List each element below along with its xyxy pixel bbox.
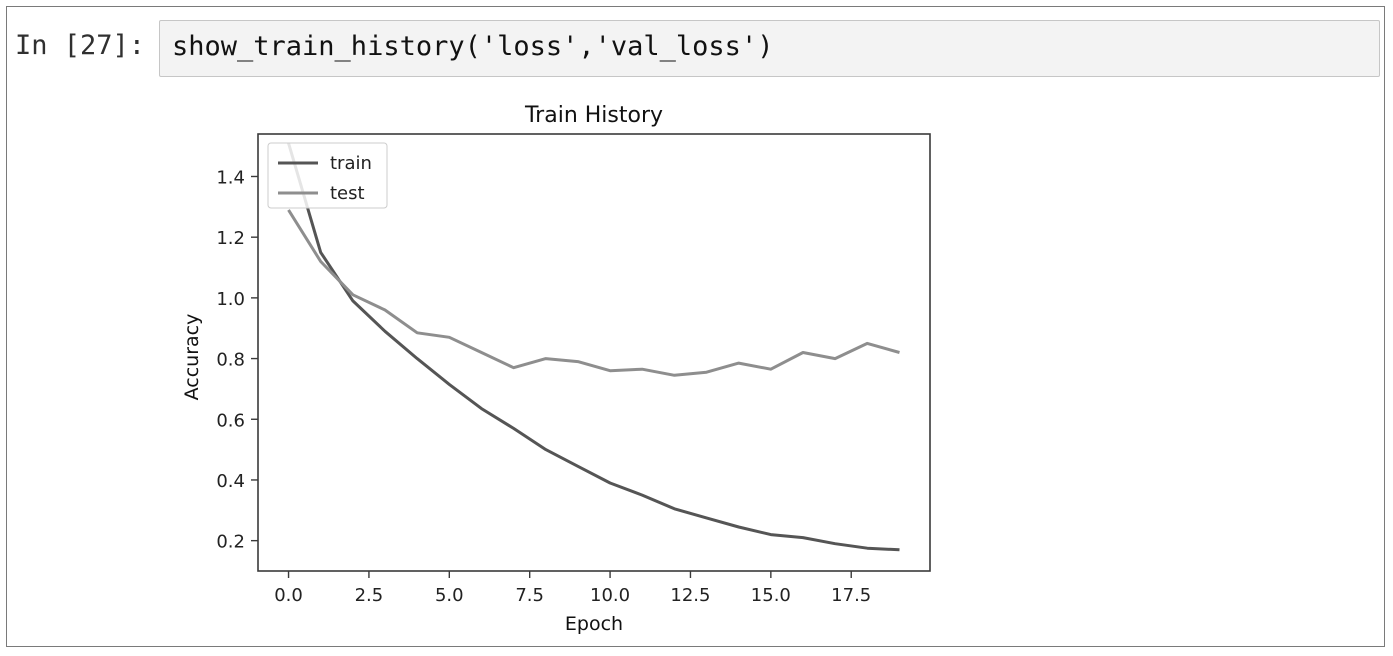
series-lines bbox=[287, 142, 900, 552]
y-tick-label: 1.2 bbox=[216, 228, 245, 249]
y-tick-label: 0.2 bbox=[216, 532, 245, 553]
x-axis-label: Epoch bbox=[565, 613, 623, 635]
x-tick-label: 17.5 bbox=[831, 585, 871, 606]
x-tick-label: 15.0 bbox=[751, 585, 791, 606]
y-tick-label: 0.6 bbox=[216, 410, 245, 431]
x-tick-label: 7.5 bbox=[515, 585, 544, 606]
input-prompt: In [27]: bbox=[15, 30, 146, 61]
y-axis-ticks: 0.2 0.4 0.6 0.8 1.0 1.2 1.4 bbox=[216, 167, 258, 553]
y-tick-label: 1.0 bbox=[216, 289, 245, 310]
series-line-train bbox=[287, 142, 900, 552]
legend: train test bbox=[267, 142, 388, 209]
cell-output: 0.0 2.5 5.0 7.5 10.0 12.5 15.0 17.5 0.2 0.4 0.6 0.… bbox=[170, 95, 950, 645]
y-tick-label: 0.4 bbox=[216, 471, 245, 492]
x-tick-label: 10.0 bbox=[590, 585, 630, 606]
chart-title: Train History bbox=[524, 103, 663, 128]
y-tick-label: 0.8 bbox=[216, 350, 245, 371]
x-tick-label: 12.5 bbox=[670, 585, 710, 606]
x-axis-ticks: 0.0 2.5 5.0 7.5 10.0 12.5 15.0 17.5 bbox=[274, 571, 871, 606]
x-tick-label: 0.0 bbox=[274, 585, 303, 606]
x-tick-label: 5.0 bbox=[435, 585, 464, 606]
legend-label-test: test bbox=[330, 183, 365, 204]
legend-label-train: train bbox=[330, 153, 372, 174]
code-text[interactable]: show_train_history('loss','val_loss') bbox=[172, 31, 774, 62]
series-line-test bbox=[287, 209, 900, 377]
code-input-area[interactable]: show_train_history('loss','val_loss') bbox=[159, 20, 1380, 77]
chart: 0.0 2.5 5.0 7.5 10.0 12.5 15.0 17.5 0.20.40.60.… bbox=[181, 103, 931, 635]
y-axis-label: Accuracy bbox=[181, 314, 203, 401]
plot-frame bbox=[257, 133, 931, 572]
x-tick-label: 2.5 bbox=[355, 585, 384, 606]
y-tick-label: 1.4 bbox=[216, 167, 245, 188]
